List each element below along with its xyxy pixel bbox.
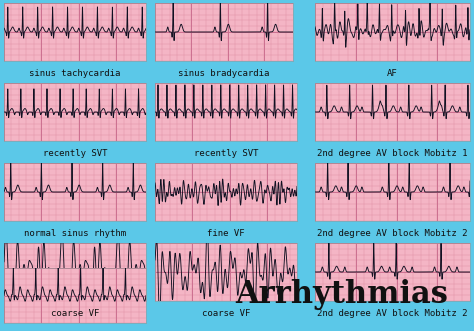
- Text: 2nd degree AV block Mobitz 2: 2nd degree AV block Mobitz 2: [317, 229, 468, 239]
- Text: coarse VF: coarse VF: [51, 309, 99, 318]
- Text: sinus tachycardia: sinus tachycardia: [29, 70, 121, 78]
- Text: coarse VF: coarse VF: [202, 309, 250, 318]
- Text: AF: AF: [387, 70, 398, 78]
- Text: 2nd degree AV block Mobitz 1: 2nd degree AV block Mobitz 1: [317, 150, 468, 159]
- Text: fine VF: fine VF: [207, 229, 245, 239]
- Text: sinus bradycardia: sinus bradycardia: [178, 70, 270, 78]
- Text: recently SVT: recently SVT: [43, 150, 107, 159]
- Text: normal sinus rhythm: normal sinus rhythm: [24, 229, 126, 239]
- Text: 2nd degree AV block Mobitz 2: 2nd degree AV block Mobitz 2: [317, 309, 468, 318]
- Text: recently SVT: recently SVT: [194, 150, 258, 159]
- Text: Arrhythmias: Arrhythmias: [235, 279, 448, 310]
